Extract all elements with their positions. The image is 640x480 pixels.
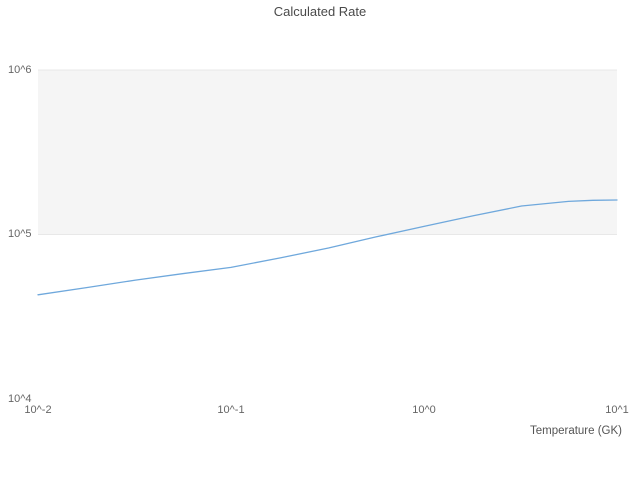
ytick-1e6: 10^6 [8,64,32,76]
ytick-1e5: 10^5 [8,228,32,240]
rate-line-series [37,199,618,296]
upper-decade-band [38,70,617,235]
xtick-1e1: 10^1 [605,404,629,416]
chart-title: Calculated Rate [273,4,367,19]
x-axis-label: Temperature (GK) [529,425,622,437]
xtick-1e-1: 10^-1 [217,404,245,416]
xtick-1e-2: 10^-2 [24,404,52,416]
xtick-1e0: 10^0 [412,404,436,416]
ytick-1e4: 10^4 [8,393,32,405]
gridlines [38,69,617,235]
